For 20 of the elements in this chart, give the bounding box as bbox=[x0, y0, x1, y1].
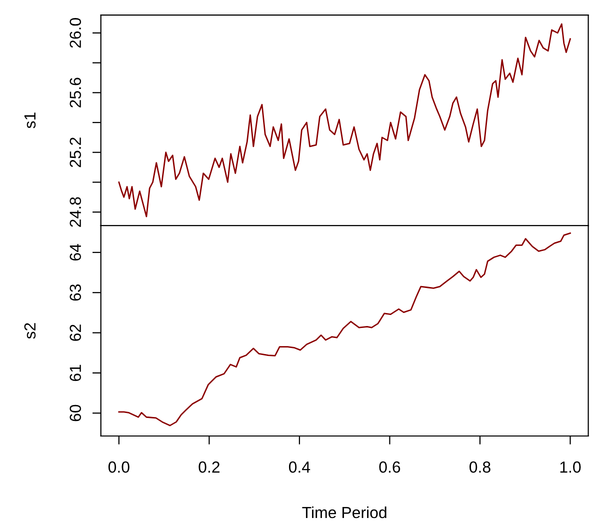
y-tick-label: 25.6 bbox=[70, 78, 82, 108]
y-tick-label: 62 bbox=[70, 324, 82, 341]
x-tick-label: 0.0 bbox=[108, 461, 130, 473]
y-tick-label: 24.8 bbox=[70, 197, 82, 227]
line-series bbox=[118, 232, 571, 426]
y-tick-label: 26.0 bbox=[70, 18, 82, 48]
x-tick-label: 0.6 bbox=[379, 461, 400, 473]
x-tick-label: 0.4 bbox=[288, 461, 310, 473]
y-tick-label: 60 bbox=[70, 404, 82, 422]
y-tick-label: 64 bbox=[70, 244, 82, 260]
y-axis-title: s2 bbox=[24, 323, 36, 339]
y-axis-title: s1 bbox=[24, 112, 36, 128]
x-tick-label: 0.2 bbox=[198, 461, 220, 473]
line-series bbox=[118, 23, 571, 218]
y-tick-label: 61 bbox=[70, 364, 82, 382]
x-tick-label: 1.0 bbox=[560, 461, 581, 473]
x-axis-title: Time Period bbox=[302, 506, 386, 518]
y-tick-label: 63 bbox=[70, 284, 82, 301]
x-tick-label: 0.8 bbox=[470, 461, 490, 473]
y-tick-label: 25.2 bbox=[70, 138, 82, 168]
